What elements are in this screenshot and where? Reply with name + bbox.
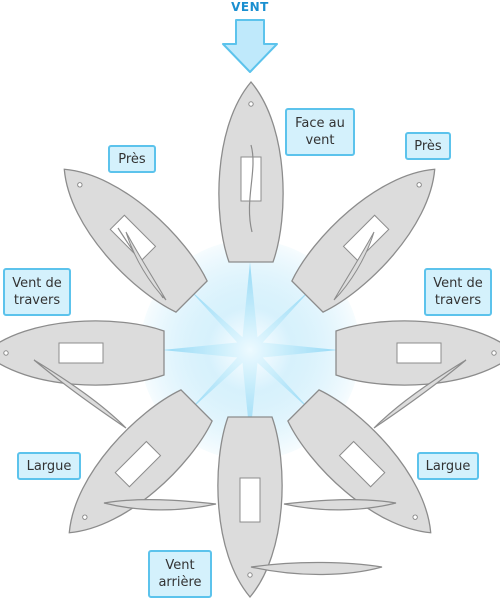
- label-largue-right: Largue: [417, 452, 479, 480]
- label-largue-left: Largue: [17, 452, 81, 480]
- label-vent-de-travers-left: Vent de travers: [3, 268, 71, 316]
- wind-arrow-icon: [222, 19, 278, 73]
- boat-vent-de-travers-left: [0, 320, 165, 429]
- boat-vent-arriere: [217, 416, 383, 598]
- boat-pres-left: [40, 145, 215, 320]
- label-face-au-vent: Face au vent: [285, 108, 355, 156]
- boat-largue-right: [280, 382, 455, 557]
- label-vent-arriere: Vent arrière: [148, 550, 212, 598]
- boat-pres-right: [284, 145, 459, 320]
- boat-face-au-vent: [218, 81, 284, 263]
- label-vent-de-travers-right: Vent de travers: [424, 268, 492, 316]
- boat-largue-left: [45, 382, 220, 557]
- boat-vent-de-travers-right: [335, 320, 500, 429]
- label-pres-left: Près: [108, 145, 156, 173]
- wind-label: VENT: [231, 0, 269, 14]
- label-pres-right: Près: [405, 132, 451, 160]
